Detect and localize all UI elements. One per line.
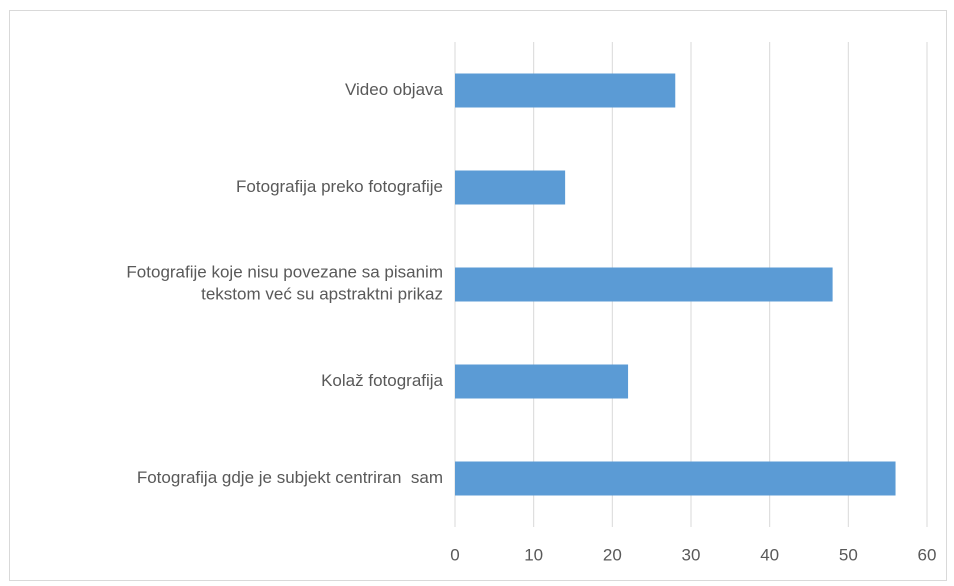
y-tick-label: Video objava bbox=[345, 80, 444, 99]
y-tick-label: Fotografija gdje je subjekt centriran sa… bbox=[137, 468, 443, 487]
bar bbox=[455, 364, 629, 399]
y-tick-label: Fotografije koje nisu povezane sa pisani… bbox=[126, 263, 443, 304]
x-tick-label: 40 bbox=[760, 545, 779, 564]
bar bbox=[455, 267, 833, 302]
x-tick-label: 10 bbox=[524, 545, 543, 564]
y-tick-label: Kolaž fotografija bbox=[321, 371, 443, 390]
x-tick-label: 20 bbox=[603, 545, 622, 564]
bar bbox=[455, 73, 676, 108]
x-tick-label: 30 bbox=[682, 545, 701, 564]
y-tick-label: Fotografija preko fotografije bbox=[236, 177, 443, 196]
x-tick-label: 60 bbox=[918, 545, 937, 564]
bar bbox=[455, 170, 566, 205]
x-tick-label: 50 bbox=[839, 545, 858, 564]
bar bbox=[455, 461, 896, 496]
x-tick-label: 0 bbox=[450, 545, 459, 564]
